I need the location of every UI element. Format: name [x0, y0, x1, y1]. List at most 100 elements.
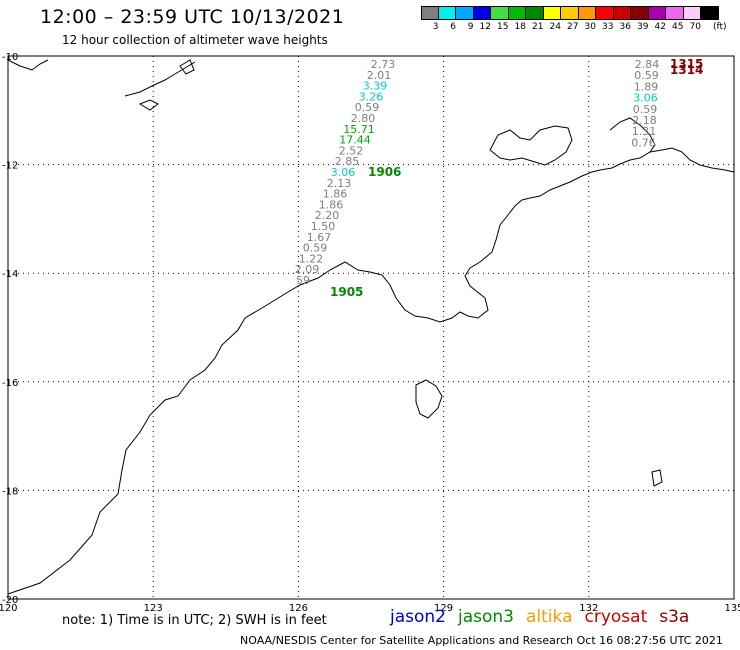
- swh-value: 1.86: [323, 188, 348, 201]
- scale-swatch: [473, 6, 491, 20]
- scale-label: 33: [602, 22, 614, 32]
- scale-swatch: [666, 6, 684, 20]
- scale-swatch: [578, 6, 596, 20]
- swh-value: 17.44: [339, 134, 371, 147]
- lon-label: 135: [724, 603, 740, 614]
- swh-value: 2.13: [327, 177, 352, 190]
- swh-value: 2.09: [295, 263, 320, 276]
- swh-value: 2.85: [335, 155, 360, 168]
- island-small-1: [179, 59, 195, 75]
- swh-value: 1.67: [307, 231, 332, 244]
- swh-value: 1.22: [299, 252, 324, 265]
- swh-value: 2.84: [635, 58, 660, 71]
- track-cryosat-1314: 1314: [670, 63, 703, 77]
- swh-value: 2.52: [339, 144, 364, 157]
- swh-value: 0.76: [631, 136, 656, 149]
- scale-swatch: [421, 6, 439, 20]
- note-text: note: 1) Time is in UTC; 2) SWH is in fe…: [62, 613, 327, 628]
- scale-label: 30: [584, 22, 596, 32]
- scale-unit: (ft): [713, 22, 727, 32]
- scale-label: 6: [450, 22, 456, 32]
- swh-value: 0.59: [303, 242, 328, 255]
- satellite-legend: jason2 jason3 altika cryosat s3a: [390, 607, 689, 627]
- scale-label: 3: [432, 22, 439, 32]
- scale-label: 42: [654, 22, 666, 32]
- map-subtitle: 12 hour collection of altimeter wave hei…: [62, 33, 328, 47]
- swh-value: 2.20: [315, 209, 340, 222]
- scale-swatch: [438, 6, 456, 20]
- scale-swatch: [648, 6, 666, 20]
- scale-swatch: [683, 6, 701, 20]
- swh-value: 3.26: [359, 90, 384, 103]
- legend-jason3: jason3: [458, 607, 514, 627]
- lon-label: 132: [579, 603, 598, 614]
- swh-value: 2.80: [351, 112, 376, 125]
- track-time-label: 1905: [330, 285, 363, 299]
- lon-label: 120: [0, 603, 18, 614]
- scale-label: 24: [549, 22, 561, 32]
- scale-swatch: [613, 6, 631, 20]
- graticule: [8, 56, 734, 599]
- lat-label: -20: [2, 595, 18, 606]
- island-melville: [415, 379, 443, 419]
- scale-swatch: [543, 6, 561, 20]
- lon-label: 129: [434, 603, 453, 614]
- scale-label: 36: [619, 22, 631, 32]
- scale-label: 39: [637, 22, 649, 32]
- lat-label: -10: [2, 52, 18, 63]
- scale-swatch: [701, 6, 719, 20]
- color-scale: [421, 6, 719, 20]
- scale-swatch: [508, 6, 526, 20]
- scale-swatch: [491, 6, 509, 20]
- swh-value: 1.31: [632, 125, 657, 138]
- legend-s3a: s3a: [659, 607, 690, 627]
- swh-value: 15.71: [343, 123, 375, 136]
- swh-value: 3.39: [363, 80, 388, 93]
- coastline-australia-mainland: [7, 147, 735, 595]
- lon-label: 123: [144, 603, 163, 614]
- legend-altika: altika: [526, 607, 573, 627]
- legend-cryosat: cryosat: [584, 607, 648, 627]
- scale-label: 9: [467, 22, 474, 32]
- island-groote: [651, 469, 663, 487]
- swh-value: 1.89: [634, 80, 659, 93]
- swh-value: 2.01: [367, 69, 392, 82]
- coastline-timor-leste: [124, 61, 196, 97]
- track-time-label: 1314: [670, 63, 703, 77]
- swh-value: 0.59: [355, 101, 380, 114]
- legend-jason2: jason2: [390, 607, 446, 627]
- scale-label: 18: [514, 22, 526, 32]
- scale-label: 70: [689, 22, 701, 32]
- swh-value: 3.06: [633, 92, 658, 105]
- scale-swatch: [526, 6, 544, 20]
- color-scale-labels: 3 6 9 12 15 18 21 24 27 30 33 36 39 42 45 70: [421, 22, 719, 32]
- swh-value: 59: [296, 274, 310, 287]
- lat-label: -14: [2, 269, 18, 280]
- scale-label: 21: [532, 22, 544, 32]
- map-title: 12:00 – 23:59 UTC 10/13/2021: [40, 6, 345, 28]
- scale-swatch: [561, 6, 579, 20]
- scale-label: 27: [567, 22, 579, 32]
- scale-swatch: [596, 6, 614, 20]
- swh-value: 0.59: [634, 69, 659, 82]
- lat-label: -12: [2, 161, 18, 172]
- lat-label: -18: [2, 486, 18, 497]
- lon-label: 126: [289, 603, 308, 614]
- swh-value: 1.50: [311, 220, 336, 233]
- coastline-sumba: [138, 99, 159, 111]
- footer-credit: NOAA/NESDIS Center for Satellite Applica…: [240, 634, 723, 647]
- coastline-timor: [7, 59, 49, 71]
- track-jason3-1905: 1905: [330, 285, 363, 299]
- coastline: [7, 59, 735, 595]
- swh-value: 0.59: [633, 103, 658, 116]
- map-frame: [7, 55, 735, 600]
- scale-swatch: [456, 6, 474, 20]
- swh-value: 2.73: [371, 58, 396, 71]
- scale-label: 12: [479, 22, 491, 32]
- track-time-label: 1906: [368, 165, 401, 179]
- track-time-label: 1315: [670, 57, 703, 71]
- coastline-arnhem-peninsula: [489, 125, 573, 166]
